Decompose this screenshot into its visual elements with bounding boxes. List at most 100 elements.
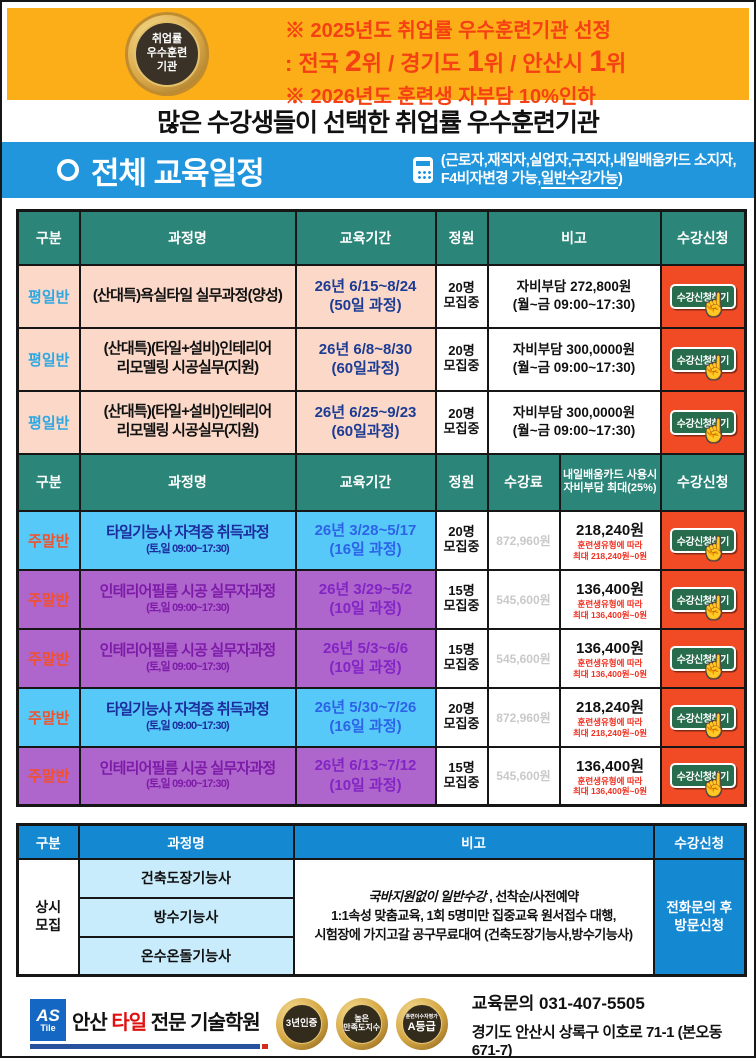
- top-banner: 취업률 우수훈련 기관 ※ 2025년도 취업률 우수훈련기관 선정 : 전국 …: [7, 8, 749, 108]
- col-header-period: 교육기간: [294, 209, 437, 266]
- period-dates: 26년 3/29~5/2: [318, 580, 413, 598]
- course-name-line1: 인테리어필름 시공 실무자과정: [99, 582, 277, 600]
- course-schedule: (토,일 09:00~17:30): [146, 719, 230, 732]
- class-type: 평일반: [16, 326, 81, 392]
- medal-grade-icon: 훈련이수자평가 A등급: [395, 998, 448, 1050]
- period-days: (10일 과정): [329, 600, 402, 617]
- apply-button[interactable]: 수강신청하기: [669, 704, 736, 730]
- contact-block: 교육문의 031-407-5505 경기도 안산시 상록구 이호로 71-1 (…: [472, 989, 726, 1056]
- apply-button[interactable]: 수강신청하기: [669, 645, 736, 671]
- capacity: 20명 모집중: [434, 263, 489, 329]
- open-course-name: 방수기능사: [77, 896, 295, 938]
- class-type: 평일반: [16, 389, 81, 455]
- eligibility-text: (근로자,재직자,실업자,구직자,내일배움카드 소지자, F4비자변경 가능,일…: [440, 152, 737, 189]
- banner-text: ※ 2025년도 취업률 우수훈련기관 선정 : 전국 2위 / 경기도 1위 …: [285, 8, 749, 109]
- medal-3year-label: 3년인증: [281, 1004, 322, 1044]
- badge-line: 기관: [156, 60, 178, 73]
- capacity: 15명 모집중: [434, 745, 489, 807]
- rank-text: 위: [605, 51, 627, 76]
- banner-line1: ※ 2025년도 취업률 우수훈련기관 선정: [285, 20, 611, 42]
- medal-satisfaction-icon: 높은 만족도지수: [335, 998, 388, 1050]
- weekday-header-row: 구분 과정명 교육기간 정원 비고 수강신청: [16, 209, 747, 266]
- eligibility-line1: (근로자,재직자,실업자,구직자,내일배움카드 소지자,: [440, 152, 737, 169]
- period-days: (60일과정): [331, 360, 400, 377]
- open-note-line1: 국바지원없이 일반수강 , 선착순/사전예약: [295, 888, 653, 907]
- copay-amount: 136,400원: [575, 757, 645, 775]
- weekend-course-row: 주말반 인테리어필름 시공 실무자과정 (토,일 09:00~17:30) 26…: [16, 745, 747, 807]
- capacity-status: 모집중: [443, 716, 480, 731]
- course-name: (산대특)(타일+설비)인테리어 리모델링 시공실무(지원): [78, 389, 297, 455]
- apply-button[interactable]: 수강신청하기: [669, 586, 736, 612]
- open-course-name: 건축도장기능사: [77, 857, 295, 899]
- medal-text: 훈련이수자평가: [405, 1014, 438, 1021]
- copay-note1: 훈련생유형에 따라: [577, 657, 643, 668]
- capacity: 20명 모집중: [434, 509, 489, 571]
- tuition-amount: 872,960원: [486, 686, 561, 748]
- class-type: 주말반: [16, 686, 81, 748]
- class-type: 주말반: [16, 627, 81, 689]
- capacity-status: 모집중: [443, 598, 480, 613]
- period-days: (16일 과정): [329, 541, 402, 558]
- copay-note1: 훈련생유형에 따라: [577, 598, 643, 609]
- group-label-line2: 모집: [35, 916, 62, 933]
- copay-cell: 136,400원 훈련생유형에 따라 최대 136,400원~0원: [558, 627, 662, 689]
- certification-medals: 3년인증 높은 만족도지수 훈련이수자평가 A등급: [275, 998, 448, 1050]
- period-dates: 26년 5/30~7/26: [314, 698, 417, 716]
- capacity-status: 모집중: [443, 774, 480, 790]
- apply-cell: 수강신청하기 ☝: [659, 627, 747, 689]
- capacity-count: 15명: [448, 583, 475, 599]
- course-name: 인테리어필름 시공 실무자과정 (토,일 09:00~17:30): [78, 568, 297, 630]
- course-name-line1: (산대특)욕실타일 실무과정(양성): [92, 286, 283, 304]
- course-name: 타일기능사 자격증 취득과정 (토,일 09:00~17:30): [78, 509, 297, 571]
- eligibility-line2: F4비자변경 가능,일반수강가능): [441, 170, 736, 189]
- medal-text: A등급: [407, 1020, 436, 1033]
- course-period: 26년 5/3~6/6 (10일 과정): [294, 627, 437, 689]
- award-medal-label: 취업률 우수훈련 기관: [134, 21, 200, 87]
- course-name: 타일기능사 자격증 취득과정 (토,일 09:00~17:30): [78, 686, 297, 748]
- logo-monogram: AS: [36, 1006, 60, 1025]
- col-header-tuition: 수강료: [486, 452, 561, 512]
- note-cost: 자비부담 272,800원: [516, 279, 632, 295]
- capacity: 15명 모집중: [434, 627, 489, 689]
- medal-text: 3년인증: [285, 1017, 318, 1029]
- rank-text: 위 / 경기도: [361, 51, 468, 76]
- col-header-course: 과정명: [78, 452, 297, 512]
- section-header-bar: 전체 교육일정 (근로자,재직자,실업자,구직자,내일배움카드 소지자, F4비…: [2, 142, 754, 198]
- apply-button[interactable]: 수강신청하기: [669, 763, 736, 789]
- tagline: 많은 수강생들이 선택한 취업률 우수훈련기관: [157, 109, 600, 137]
- medal-text: 높은: [354, 1014, 370, 1024]
- group-label-line1: 상시: [35, 899, 62, 916]
- copay-note2: 최대 136,400원~0원: [572, 609, 648, 620]
- class-type: 주말반: [16, 509, 81, 571]
- course-name-line1: (산대특)(타일+설비)인테리어: [103, 340, 273, 358]
- copay-note2: 최대 136,400원~0원: [572, 668, 648, 679]
- capacity-count: 15명: [448, 759, 475, 775]
- section-title: 전체 교육일정: [57, 148, 265, 193]
- period-dates: 26년 5/3~6/6: [322, 639, 409, 657]
- tuition-amount: 545,600원: [486, 627, 561, 689]
- course-schedule: (토,일 09:00~17:30): [146, 542, 230, 555]
- copay-note1: 훈련생유형에 따라: [577, 716, 643, 727]
- open-course-row: 온수온돌기능사: [18, 935, 746, 977]
- group-label: 상시 모집: [16, 857, 80, 977]
- badge-line: 우수훈련: [146, 47, 188, 60]
- award-medal-icon: 취업률 우수훈련 기관: [125, 12, 209, 96]
- course-period: 26년 6/13~7/12 (10일 과정): [294, 745, 437, 807]
- academy-name-post: 전문 기술학원: [146, 1011, 261, 1034]
- period-dates: 26년 6/8~8/30: [318, 340, 413, 358]
- weekend-course-row: 주말반 타일기능사 자격증 취득과정 (토,일 09:00~17:30) 26년…: [16, 686, 747, 748]
- copay-note2: 최대 136,400원~0원: [572, 786, 648, 797]
- course-name: 인테리어필름 시공 실무자과정 (토,일 09:00~17:30): [78, 627, 297, 689]
- copay-amount: 218,240원: [575, 521, 645, 539]
- course-period: 26년 5/30~7/26 (16일 과정): [294, 686, 437, 748]
- apply-button[interactable]: 수강신청하기: [669, 527, 736, 553]
- apply-button[interactable]: 수강신청하기: [669, 346, 736, 372]
- capacity-count: 20명: [448, 524, 475, 540]
- course-name-line1: 타일기능사 자격증 취득과정: [106, 700, 270, 718]
- section-title-text: 전체 교육일정: [91, 155, 265, 191]
- copay-amount: 136,400원: [575, 580, 645, 598]
- apply-button[interactable]: 수강신청하기: [669, 283, 736, 309]
- capacity-status: 모집중: [443, 421, 480, 436]
- apply-button[interactable]: 수강신청하기: [669, 409, 736, 435]
- logo-sub: Tile: [40, 1023, 56, 1033]
